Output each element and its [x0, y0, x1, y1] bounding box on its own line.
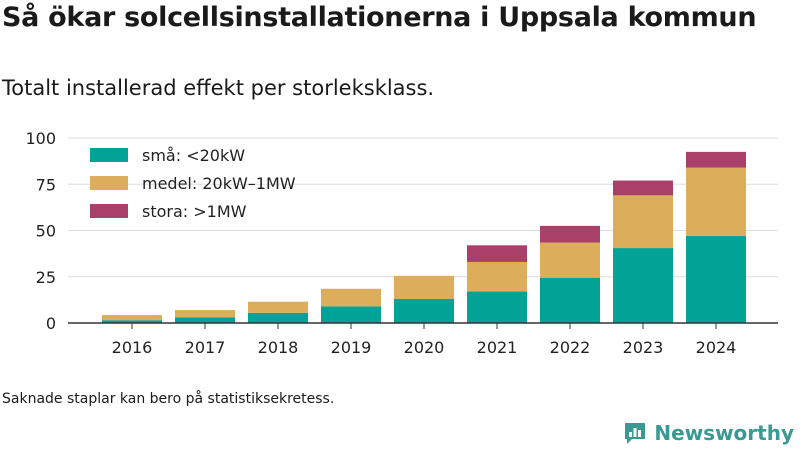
x-tick-label: 2021 [477, 338, 518, 357]
bar-segment [102, 315, 162, 321]
y-tick-label: 75 [36, 175, 56, 194]
bar-segment [686, 236, 746, 323]
bar-segment [686, 167, 746, 237]
bar-segment [686, 151, 746, 168]
bar-segment [467, 291, 527, 323]
bars [102, 151, 746, 323]
bar-segment [175, 310, 235, 318]
legend-swatch [90, 148, 128, 162]
y-tick-label: 25 [36, 268, 56, 287]
bar-segment [102, 320, 162, 323]
bar-segment [613, 195, 673, 249]
footnote: Saknade staplar kan bero på statistiksek… [2, 391, 335, 407]
y-tick-label: 100 [25, 129, 56, 148]
x-tick-label: 2023 [623, 338, 664, 357]
bar-segment [394, 275, 454, 299]
x-tick-label: 2022 [550, 338, 591, 357]
bar-segment [613, 248, 673, 323]
y-tick-label: 0 [46, 314, 56, 333]
bar-segment [321, 288, 381, 307]
x-tick-label: 2020 [404, 338, 445, 357]
x-tick-label: 2024 [696, 338, 737, 357]
legend: små: <20kW medel: 20kW–1MW stora: >1MW [90, 146, 296, 221]
bar-segment [467, 261, 527, 292]
bar-segment [467, 245, 527, 262]
x-tick-label: 2017 [185, 338, 226, 357]
bar-segment [540, 242, 600, 278]
x-tick-label: 2016 [112, 338, 153, 357]
bar-segment [394, 298, 454, 323]
chart-title: Så ökar solcellsinstallationerna i Uppsa… [2, 2, 757, 33]
legend-label: medel: 20kW–1MW [142, 174, 296, 193]
legend-label: stora: >1MW [142, 202, 247, 221]
x-axis-tick-labels: 2016 2017 2018 2019 2020 2021 2022 2023 2024 [112, 323, 737, 357]
chart-subtitle: Totalt installerad effekt per storlekskl… [2, 76, 435, 100]
y-axis-tick-labels: 0 25 50 75 100 [25, 129, 56, 333]
bar-segment [248, 312, 308, 323]
brand-logo[interactable]: Newsworthy [622, 420, 794, 446]
bar-segment [321, 306, 381, 323]
legend-label: små: <20kW [142, 146, 245, 165]
bar-segment [248, 301, 308, 313]
legend-swatch [90, 176, 128, 190]
x-tick-label: 2019 [331, 338, 372, 357]
x-tick-label: 2018 [258, 338, 299, 357]
bar-segment [613, 180, 673, 196]
bar-segment [540, 225, 600, 243]
bar-segment [540, 277, 600, 323]
bar-chart-logo-icon [625, 423, 646, 444]
legend-swatch [90, 204, 128, 218]
y-tick-label: 50 [36, 222, 56, 241]
bar-segment [175, 317, 235, 323]
brand-name: Newsworthy [654, 421, 794, 445]
